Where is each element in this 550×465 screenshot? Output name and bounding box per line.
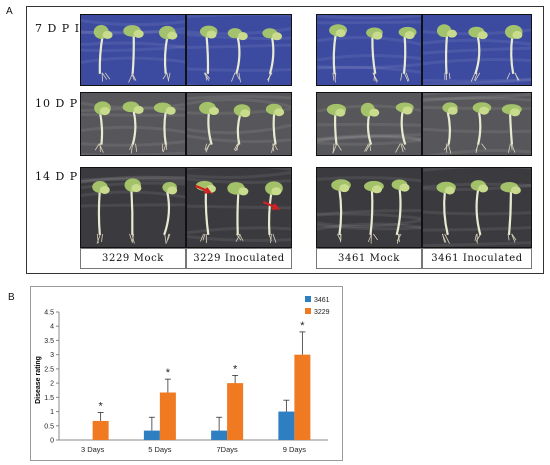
- y-tick-label: 0: [50, 438, 54, 445]
- seedling: [162, 181, 178, 244]
- seedling: [470, 180, 489, 244]
- seedling: [93, 24, 113, 82]
- seedling-photo: [316, 167, 422, 248]
- significance-star: *: [166, 367, 171, 379]
- seedling: [442, 102, 458, 154]
- y-tick-label: 2.5: [44, 366, 54, 373]
- seedling: [391, 179, 410, 244]
- seedling: [436, 181, 456, 244]
- chart-legend: 3461 3229: [305, 296, 330, 316]
- seedling: [233, 104, 251, 152]
- red-arrow-icon: [195, 184, 213, 195]
- red-arrow-icon: [262, 201, 281, 211]
- seedling-photo: [316, 14, 422, 86]
- panel-a-letter: A: [6, 6, 13, 17]
- seedling: [199, 25, 218, 81]
- panel-b-frame: [30, 286, 343, 461]
- seedling: [504, 24, 523, 81]
- seedling: [262, 28, 283, 83]
- significance-star: *: [300, 320, 305, 332]
- row-label-7dpi: 7 D P I: [35, 22, 81, 35]
- seedling: [326, 103, 347, 154]
- seedling: [123, 25, 144, 83]
- caption-3229-inoculated: 3229 Inoculated: [186, 248, 292, 269]
- row-label-14dpi: 14 D P I: [35, 170, 89, 183]
- seedling-photo: [186, 92, 292, 156]
- seedling-photo: [80, 14, 186, 86]
- caption-3461-inoculated: 3461 Inoculated: [422, 248, 532, 269]
- x-tick-label: 5 Days: [148, 445, 172, 454]
- seedling-photo: [316, 92, 422, 156]
- seedling: [227, 182, 249, 242]
- y-tick-label: 0.5: [44, 423, 54, 430]
- legend-swatch: [305, 308, 311, 314]
- disease-rating-bar-chart: Disease rating 0 0.5 1 1.5 2 2.5 3 3.5 4 4.5 3 Day…: [35, 296, 330, 454]
- bar-3461: [143, 430, 160, 440]
- seedling: [265, 181, 283, 244]
- seedling: [331, 179, 351, 243]
- legend-swatch: [305, 296, 311, 302]
- bar-3229: [294, 354, 311, 440]
- bar-3461: [278, 411, 295, 440]
- row-label-10dpi: 10 D P I: [35, 97, 89, 110]
- y-tick-label: 4.5: [44, 310, 54, 317]
- seedling: [265, 103, 285, 153]
- seedling: [153, 102, 176, 153]
- y-tick-label: 1: [50, 409, 54, 416]
- seedling-photo: [186, 167, 292, 248]
- caption-3461-mock: 3461 Mock: [316, 248, 422, 269]
- seedling: [436, 24, 457, 81]
- panel-b-letter: B: [8, 292, 15, 303]
- seedling-photo: [422, 14, 532, 86]
- bar-3461: [211, 430, 228, 440]
- caption-3229-mock: 3229 Mock: [80, 248, 186, 269]
- seedling: [500, 181, 521, 243]
- bar-3229: [92, 420, 109, 440]
- bar-3229: [159, 392, 176, 440]
- x-tick-label: 7Days: [216, 445, 238, 454]
- significance-star: *: [233, 363, 238, 375]
- seedling: [501, 104, 522, 153]
- seedling-photo: [422, 92, 532, 156]
- y-tick-label: 3: [50, 352, 54, 359]
- bar-3229: [227, 383, 244, 440]
- seedling-photo: [80, 92, 186, 156]
- seedling: [159, 25, 178, 82]
- significance-star: *: [98, 400, 103, 412]
- legend-label: 3229: [314, 309, 330, 316]
- x-tick-label: 3 Days: [81, 445, 105, 454]
- seedling: [329, 24, 348, 83]
- seedling: [398, 26, 417, 82]
- legend-label: 3461: [314, 297, 330, 304]
- seedling-photo: [186, 14, 292, 86]
- x-tick-label: 9 Days: [283, 445, 307, 454]
- seedling: [94, 101, 111, 153]
- y-tick-label: 3.5: [44, 338, 54, 345]
- y-tick-label: 2: [50, 381, 54, 388]
- seedling: [395, 102, 414, 153]
- seedling: [366, 27, 383, 83]
- seedling: [199, 101, 219, 153]
- seedling: [227, 28, 248, 83]
- y-tick-label: 1.5: [44, 395, 54, 402]
- seedling: [360, 102, 380, 152]
- seedling: [124, 178, 142, 244]
- seedling: [364, 180, 384, 244]
- seedling-photo: [80, 167, 186, 248]
- seedling: [92, 180, 110, 244]
- seedling-photo: [422, 167, 532, 248]
- seedling: [122, 101, 144, 154]
- seedling: [472, 102, 492, 153]
- seedling: [468, 26, 488, 82]
- panel-a-frame: [26, 6, 544, 274]
- y-tick-label: 4: [50, 324, 54, 331]
- y-axis-label: Disease rating: [35, 356, 42, 404]
